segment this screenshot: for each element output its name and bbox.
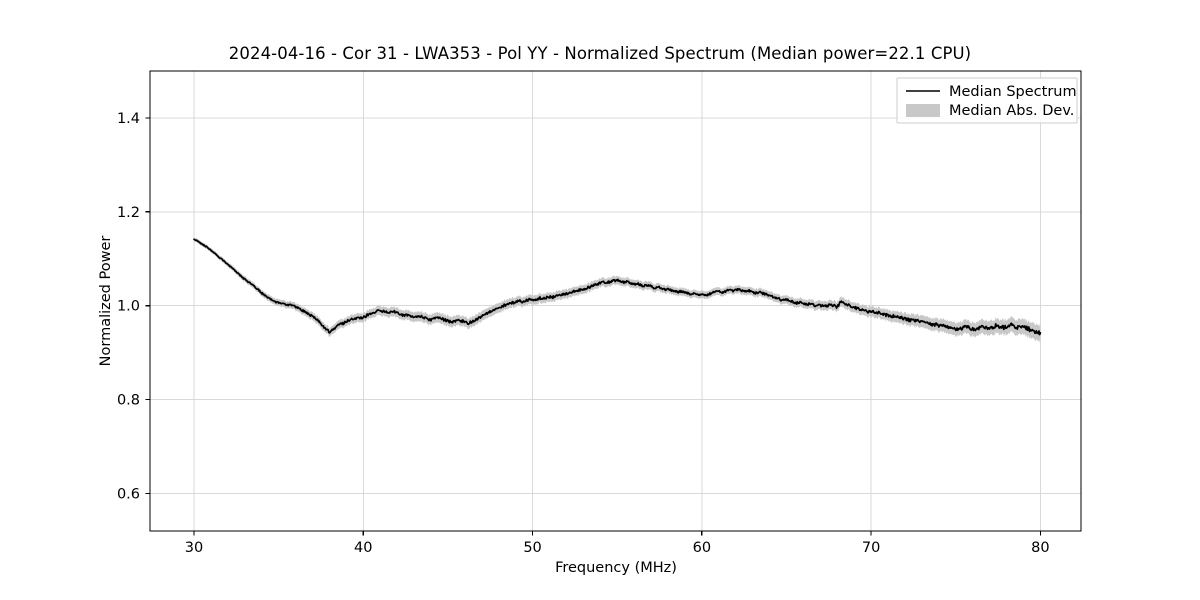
y-tick-label: 0.8 — [117, 393, 140, 409]
median-abs-dev-band — [194, 237, 1041, 343]
median-spectrum-path — [193, 238, 1042, 336]
axes-frame — [149, 70, 1082, 532]
x-tick-label: 40 — [354, 540, 372, 556]
x-axis-label: Frequency (MHz) — [555, 560, 677, 576]
median-spectrum-line — [193, 238, 1042, 336]
chart-title: 2024-04-16 - Cor 31 - LWA353 - Pol YY - … — [228, 44, 972, 63]
x-tick-label: 80 — [1031, 540, 1049, 556]
legend-band-swatch — [906, 104, 940, 117]
axis-ticks — [145, 117, 1041, 536]
legend-label-median-spectrum: Median Spectrum — [949, 84, 1077, 100]
y-tick-label: 0.6 — [117, 486, 140, 502]
x-tick-label: 70 — [862, 540, 880, 556]
gridlines — [150, 71, 1081, 531]
y-tick-label: 1.2 — [117, 205, 140, 221]
x-tick-label: 60 — [693, 540, 711, 556]
x-tick-labels: 30 40 50 60 70 80 — [185, 540, 1050, 556]
chart-legend[interactable]: Median Spectrum Median Abs. Dev. — [896, 77, 1078, 124]
axes-spines — [149, 70, 1082, 532]
y-tick-labels: 0.6 0.8 1.0 1.2 1.4 — [117, 111, 140, 503]
mad-band-path — [194, 237, 1041, 343]
legend-box — [896, 77, 1078, 124]
x-tick-label: 50 — [523, 540, 541, 556]
legend-label-median-abs-dev: Median Abs. Dev. — [949, 103, 1074, 119]
y-tick-label: 1.4 — [117, 111, 140, 127]
x-tick-label: 30 — [185, 540, 203, 556]
y-tick-label: 1.0 — [117, 299, 140, 315]
y-axis-label: Normalized Power — [98, 236, 114, 367]
